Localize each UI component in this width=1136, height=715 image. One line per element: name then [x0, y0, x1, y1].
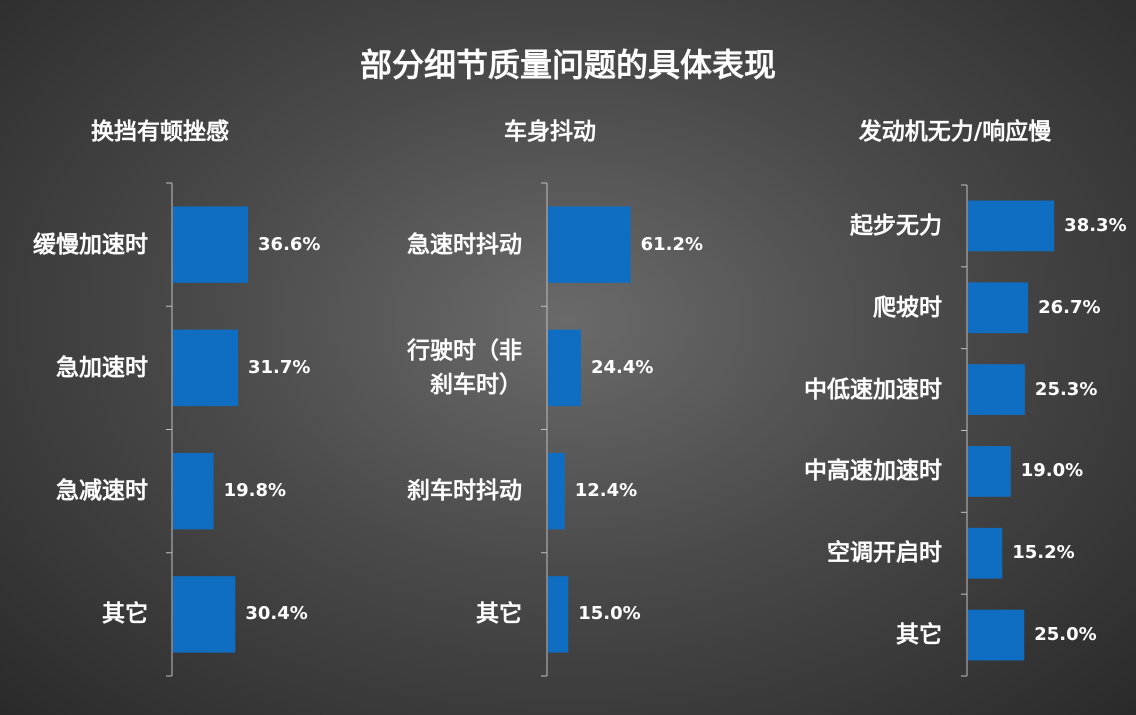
category-label-line: 爬坡时 — [873, 294, 942, 321]
category-label: 急减速时 — [0, 474, 148, 508]
bar — [548, 576, 569, 653]
bar — [968, 609, 1025, 661]
data-label: 19.0% — [1020, 460, 1084, 482]
category-label: 爬坡时 — [772, 291, 942, 325]
panel-title-engine-weak: 发动机无力/响应慢 — [858, 119, 1052, 145]
bar — [968, 200, 1055, 252]
data-label: 19.8% — [223, 480, 287, 502]
data-label: 36.6% — [258, 233, 321, 255]
category-label: 急加速时 — [0, 351, 148, 385]
data-label: 26.7% — [1038, 296, 1101, 318]
category-label-line: 起步无力 — [850, 212, 942, 239]
bar — [968, 527, 1003, 579]
bar — [548, 329, 581, 407]
category-label-line: 急减速时 — [56, 478, 148, 505]
panel-title-shift-jerk: 换挡有顿挫感 — [91, 119, 229, 145]
category-label: 起步无力 — [772, 209, 942, 243]
category-label-line: 中高速加速时 — [804, 458, 942, 485]
bar — [173, 329, 238, 407]
bar — [548, 452, 565, 530]
category-label-line: 缓慢加速时 — [33, 231, 148, 258]
data-label: 38.3% — [1064, 214, 1127, 236]
data-label: 15.0% — [578, 603, 641, 625]
category-label-line: 其它 — [102, 601, 148, 628]
category-label-line: 行驶时（非 — [407, 337, 522, 364]
category-label-line: 急速时抖动 — [407, 231, 522, 258]
category-label: 急速时抖动 — [352, 228, 522, 262]
category-label: 缓慢加速时 — [0, 228, 148, 262]
data-label: 12.4% — [574, 480, 638, 502]
data-label: 31.7% — [247, 356, 311, 378]
data-label: 30.4% — [245, 603, 308, 625]
category-label: 刹车时抖动 — [352, 474, 522, 508]
category-label-line: 其它 — [476, 601, 522, 628]
category-label-line: 急加速时 — [56, 354, 148, 381]
bar — [173, 452, 214, 530]
category-label: 其它 — [0, 597, 148, 631]
bar — [548, 206, 631, 283]
data-label: 15.2% — [1012, 542, 1075, 564]
category-label-line: 中低速加速时 — [804, 376, 942, 403]
data-label: 25.0% — [1034, 624, 1097, 646]
bar — [968, 446, 1011, 497]
panel-title-body-shake: 车身抖动 — [504, 119, 596, 145]
bar — [968, 282, 1029, 334]
bar — [173, 576, 236, 653]
category-label: 空调开启时 — [772, 536, 942, 570]
category-label: 中低速加速时 — [772, 373, 942, 407]
data-label: 24.4% — [590, 356, 654, 378]
category-label-line: 刹车时抖动 — [407, 478, 522, 505]
category-label-line: 刹车时） — [430, 371, 522, 398]
bar — [968, 364, 1025, 415]
category-label: 中高速加速时 — [772, 454, 942, 488]
category-label-line: 其它 — [896, 622, 942, 649]
data-label: 25.3% — [1034, 378, 1098, 400]
category-label: 其它 — [352, 597, 522, 631]
category-label-line: 空调开启时 — [827, 540, 942, 567]
category-label: 其它 — [772, 618, 942, 652]
category-label: 行驶时（非刹车时） — [352, 334, 522, 402]
chart-main-title: 部分细节质量问题的具体表现 — [359, 46, 776, 84]
bar — [173, 206, 249, 283]
data-label: 61.2% — [640, 233, 704, 255]
